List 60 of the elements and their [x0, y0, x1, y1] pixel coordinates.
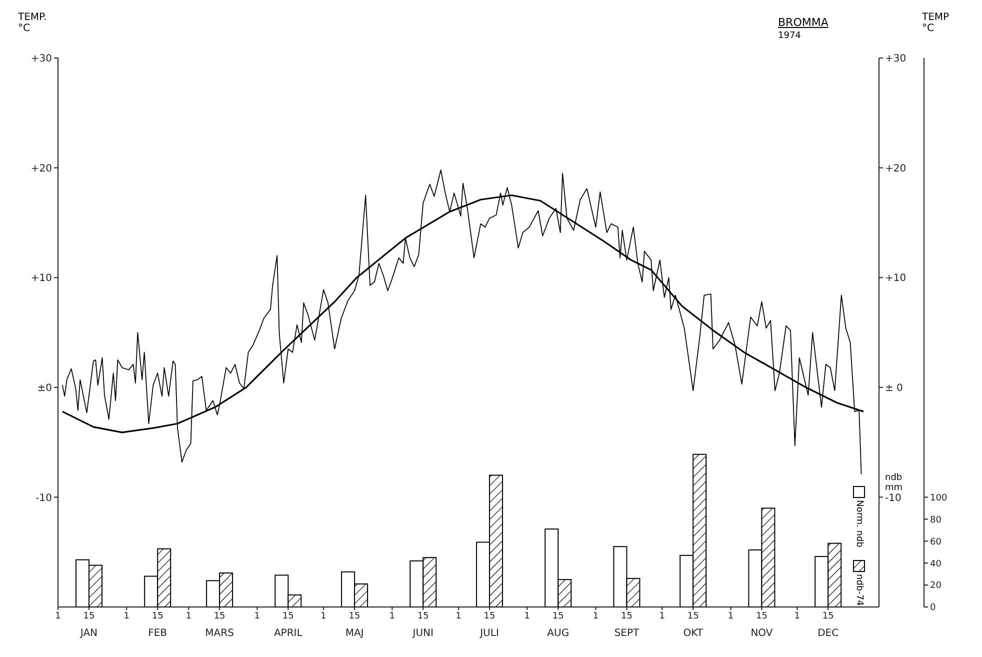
- x2-tick-label: JULI: [479, 628, 499, 640]
- x-tick-label: 15: [417, 611, 429, 622]
- x-tick-label: 15: [214, 611, 226, 622]
- legend-label: Norm. ndb: [854, 500, 864, 548]
- y2-tick-label: +30: [885, 54, 906, 65]
- legend-label: ndb-74: [854, 574, 864, 606]
- x2-tick-label: FEB: [148, 628, 168, 640]
- x-tick-label: 1: [186, 611, 192, 622]
- x-tick-label: 15: [484, 611, 496, 622]
- y-tick-label: +30: [30, 54, 52, 65]
- x2-tick-label: SEPT: [614, 628, 640, 640]
- x-tick-label: 15: [687, 611, 699, 622]
- y3-tick-label: 40: [930, 559, 942, 570]
- y2-axis-title: TEMP °C: [922, 12, 950, 34]
- chart-subtitle: 1974: [778, 31, 802, 41]
- x-tick-label: 15: [552, 611, 564, 622]
- y3-axis-title: ndb mm: [885, 473, 904, 494]
- x2-tick-label: MAJ: [345, 628, 364, 640]
- x-tick-label: 1: [124, 611, 130, 622]
- x2-tick-label: JAN: [79, 628, 98, 640]
- y-tick-label: ±0: [37, 382, 52, 394]
- y2-tick-label: +20: [885, 163, 906, 174]
- x-tick-label: 1: [592, 611, 599, 622]
- x2-tick-label: JUNI: [412, 628, 434, 640]
- x2-tick-label: APRIL: [274, 628, 303, 640]
- y2-tick-label: +10: [885, 273, 906, 284]
- x-tick-label: 15: [621, 611, 632, 622]
- x-tick-label: 1: [794, 611, 800, 622]
- y3-tick-label: 0: [930, 603, 936, 614]
- x-tick-label: 15: [822, 611, 834, 622]
- x2-tick-label: NOV: [750, 628, 773, 640]
- y3-tick-label: 20: [930, 581, 942, 592]
- x-tick-label: 1: [55, 611, 61, 622]
- line-series: [62, 170, 862, 475]
- y2-tick-label: ± 0: [885, 382, 903, 394]
- chart-title: BROMMA: [778, 16, 828, 29]
- x-tick-label: 1: [728, 611, 734, 622]
- y-axis-title: TEMP. °C: [18, 12, 48, 34]
- x-tick-label: 15: [756, 611, 768, 622]
- y3-tick-label: 100: [930, 493, 948, 504]
- x2-tick-label: AUG: [547, 628, 570, 640]
- y-tick-label: +20: [30, 163, 52, 174]
- x-tick-label: 1: [320, 611, 326, 622]
- x2-tick-label: OKT: [683, 628, 704, 640]
- y2-tick-label: -10: [885, 492, 902, 504]
- x-tick-label: 1: [254, 611, 260, 622]
- x-tick-label: 1: [456, 611, 462, 622]
- x2-tick-label: DEC: [818, 628, 839, 640]
- x-tick-label: 1: [389, 611, 396, 622]
- x-tick-label: 15: [348, 611, 360, 622]
- y-tick-label: +10: [30, 273, 52, 284]
- x-tick-label: 1: [524, 611, 530, 622]
- x-tick-label: 15: [282, 611, 294, 622]
- y-tick-label: -10: [36, 492, 52, 504]
- x-tick-label: 15: [152, 611, 164, 622]
- x-tick-label: 15: [83, 611, 95, 622]
- y3-tick-label: 60: [930, 537, 942, 548]
- y3-tick-label: 80: [930, 515, 942, 526]
- x2-tick-label: MARS: [205, 628, 234, 640]
- x-tick-label: 1: [659, 611, 665, 622]
